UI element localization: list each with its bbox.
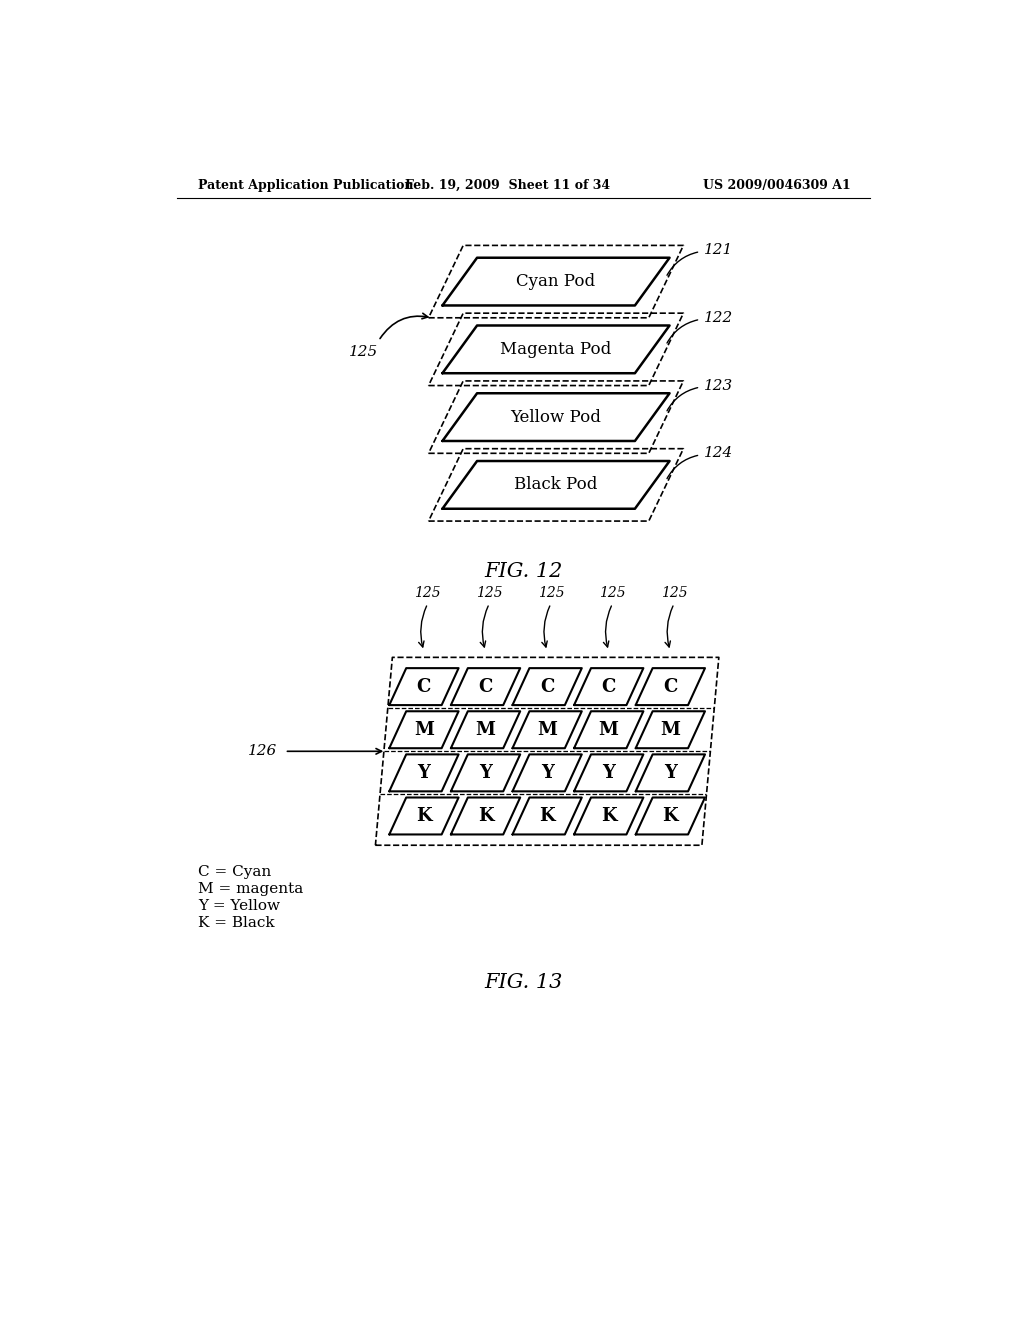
Polygon shape (512, 668, 582, 705)
Polygon shape (442, 461, 670, 508)
Text: C = Cyan: C = Cyan (199, 865, 271, 879)
Text: Magenta Pod: Magenta Pod (501, 341, 611, 358)
Polygon shape (636, 668, 705, 705)
Polygon shape (512, 755, 582, 792)
Polygon shape (451, 755, 520, 792)
Text: K = Black: K = Black (199, 916, 275, 931)
Text: K: K (601, 807, 616, 825)
Polygon shape (389, 668, 459, 705)
Text: 125: 125 (538, 586, 564, 599)
Text: C: C (601, 677, 615, 696)
Polygon shape (389, 755, 459, 792)
Text: Cyan Pod: Cyan Pod (516, 273, 596, 290)
Text: Y: Y (541, 764, 554, 781)
Polygon shape (512, 711, 582, 748)
Text: Y: Y (418, 764, 430, 781)
Text: M = magenta: M = magenta (199, 882, 303, 896)
Text: 123: 123 (705, 379, 733, 392)
Text: 125: 125 (415, 586, 441, 599)
Polygon shape (451, 668, 520, 705)
Text: Yellow Pod: Yellow Pod (511, 409, 601, 425)
Text: 125: 125 (476, 586, 503, 599)
Text: 125: 125 (599, 586, 626, 599)
Text: Y: Y (479, 764, 492, 781)
Polygon shape (442, 393, 670, 441)
Text: C: C (664, 677, 678, 696)
Polygon shape (636, 797, 705, 834)
Text: 121: 121 (705, 243, 733, 257)
Text: Y: Y (602, 764, 615, 781)
Text: K: K (478, 807, 494, 825)
Text: Patent Application Publication: Patent Application Publication (199, 178, 414, 191)
Text: M: M (660, 721, 680, 739)
Text: 122: 122 (705, 310, 733, 325)
Polygon shape (451, 797, 520, 834)
Text: Y: Y (664, 764, 677, 781)
Text: C: C (540, 677, 554, 696)
Polygon shape (574, 668, 643, 705)
Text: C: C (478, 677, 493, 696)
Text: FIG. 13: FIG. 13 (484, 973, 562, 991)
Text: K: K (416, 807, 432, 825)
Text: M: M (599, 721, 618, 739)
Polygon shape (389, 711, 459, 748)
Polygon shape (574, 797, 643, 834)
Text: US 2009/0046309 A1: US 2009/0046309 A1 (702, 178, 851, 191)
Text: K: K (540, 807, 555, 825)
Text: 124: 124 (705, 446, 733, 461)
Text: M: M (538, 721, 557, 739)
Polygon shape (574, 755, 643, 792)
Text: Feb. 19, 2009  Sheet 11 of 34: Feb. 19, 2009 Sheet 11 of 34 (406, 178, 610, 191)
Text: K: K (663, 807, 678, 825)
Polygon shape (389, 797, 459, 834)
Polygon shape (636, 755, 705, 792)
Polygon shape (636, 711, 705, 748)
Text: FIG. 12: FIG. 12 (484, 561, 562, 581)
Text: C: C (417, 677, 431, 696)
Text: 125: 125 (348, 346, 378, 359)
Polygon shape (451, 711, 520, 748)
Text: 126: 126 (248, 744, 276, 758)
Polygon shape (442, 326, 670, 374)
Polygon shape (512, 797, 582, 834)
Text: 125: 125 (660, 586, 687, 599)
Text: Y = Yellow: Y = Yellow (199, 899, 281, 913)
Polygon shape (442, 257, 670, 305)
Text: M: M (414, 721, 434, 739)
Polygon shape (574, 711, 643, 748)
Text: Black Pod: Black Pod (514, 477, 598, 494)
Text: M: M (475, 721, 496, 739)
